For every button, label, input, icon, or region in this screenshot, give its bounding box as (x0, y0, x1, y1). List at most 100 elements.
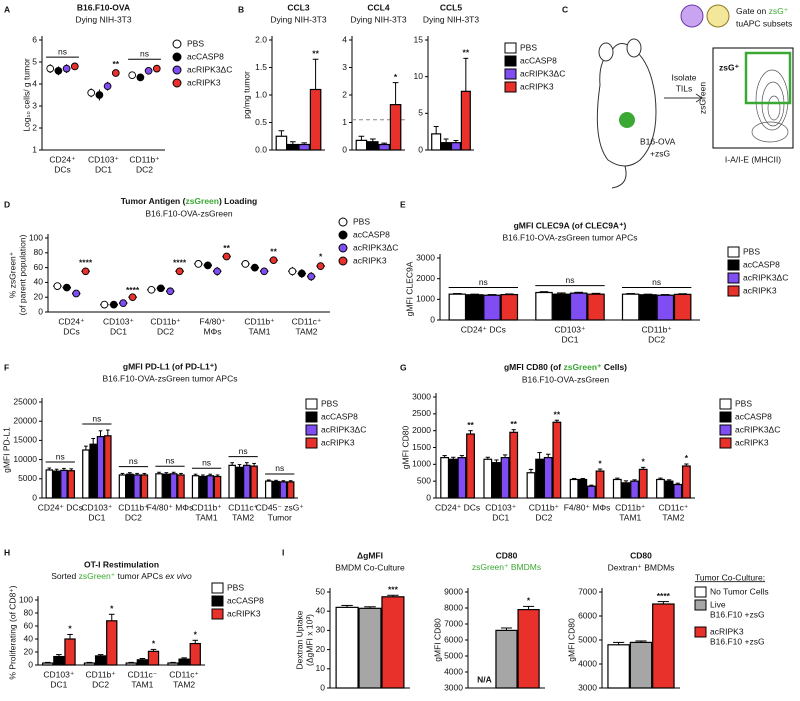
panel-label: G (400, 362, 407, 372)
bar (178, 658, 190, 666)
x-tick-label: DC1 (110, 326, 127, 336)
bar (104, 435, 112, 499)
cell-icon (680, 4, 704, 28)
bar (206, 475, 214, 499)
chart-subtitle: Dying NIH-3T3 (350, 14, 406, 24)
dot (241, 260, 250, 268)
x-tick-label: F4/80⁺ MΦs (564, 502, 611, 512)
gate-label: zsG⁺ (719, 62, 740, 72)
legend-swatch (172, 78, 182, 88)
significance-label: * (598, 458, 602, 468)
y-tick-label: 15 (414, 34, 424, 44)
legend-swatch (305, 411, 318, 423)
dot (316, 262, 325, 270)
bar (681, 465, 691, 499)
bar (83, 662, 96, 666)
legend-swatch (504, 81, 517, 93)
value-label: N/A (477, 674, 492, 684)
significance-label: ** (510, 419, 517, 429)
y-axis-label: (of parent population) (17, 234, 27, 315)
y-tick-label: 7000 (578, 586, 597, 596)
y-axis-label: Dextran Uptake (294, 610, 304, 669)
bar (587, 293, 605, 321)
legend-label: acCASP8 (743, 259, 780, 269)
dot (156, 284, 165, 293)
panel-c-diagram: Gate on zsG⁺ tuAPC subsets B16-OVA +zsG … (596, 4, 794, 189)
significance-label: * (194, 630, 198, 640)
bar (140, 474, 149, 499)
legend-swatch (719, 424, 732, 436)
y-tick-label: 0 (28, 659, 33, 669)
legend-swatch (338, 230, 348, 240)
significance-label: ns (239, 446, 248, 456)
chart-subtitle: Dextran⁺ BMDMs (608, 562, 675, 572)
bar (89, 443, 97, 499)
chart-title-part: ) Loading (219, 196, 257, 206)
x-tick-label: DC1 (50, 679, 67, 689)
x-tick-label: CD11c⁺ (292, 316, 322, 326)
y-tick-label: 5000 (578, 634, 597, 644)
legend-swatch (172, 39, 182, 49)
significance-label: ns (166, 456, 175, 466)
x-tick-label: CD11b⁺ (642, 324, 673, 334)
x-tick-label: Tumor (268, 512, 292, 522)
significance-label: ns (275, 463, 284, 473)
significance-label: * (642, 457, 646, 467)
y-axis-label: gMFI CD80 (566, 618, 576, 662)
dot (100, 300, 109, 309)
bar (630, 480, 639, 499)
bar (621, 293, 640, 321)
legend-swatch (211, 582, 224, 594)
x-tick-label: TAM1 (131, 679, 153, 689)
panel-label: A (4, 4, 10, 14)
bar (483, 458, 493, 499)
dot (111, 69, 120, 77)
significance-label: ** (467, 420, 474, 430)
y-tick-label: 20000 (13, 415, 37, 425)
bar (656, 294, 675, 321)
x-tick-label: TAM1 (196, 512, 218, 522)
significance-label: ** (112, 59, 119, 69)
y-tick-label: 1.0 (255, 89, 267, 99)
chart-subtitle: zsGreen⁺ BMDMs (472, 562, 541, 572)
chart-subtitle: B16.F10-OVA-zsGreen (522, 374, 610, 384)
y-tick-label: 6000 (578, 610, 597, 620)
x-tick-label: TAM2 (173, 679, 195, 689)
y-tick-label: 4 (32, 78, 37, 88)
bar (235, 466, 244, 499)
x-tick-label: DC2 (535, 512, 552, 522)
x-tick-label: CD103⁺ (103, 316, 134, 326)
y-tick-label: 4000 (578, 658, 597, 668)
chart-title: CD80 (630, 550, 652, 560)
y-tick-label: 3 (32, 100, 37, 110)
bar (500, 293, 519, 321)
legend-label: acCASP8 (520, 55, 557, 65)
significance-label: ** (463, 48, 470, 58)
bar (106, 620, 118, 666)
legend-swatch (727, 259, 740, 271)
dot (128, 293, 137, 302)
legend-label: acRIPK3 (743, 285, 777, 295)
bar (125, 662, 137, 666)
dot (53, 282, 62, 290)
significance-label: ns (566, 275, 575, 285)
legend-swatch (694, 626, 707, 638)
bar (378, 143, 390, 151)
panel-label: I (282, 547, 284, 557)
chart-title: OT-I Restimulation (84, 559, 159, 569)
y-tick-label: 1500 (412, 442, 431, 452)
dot (288, 267, 297, 276)
chart-title: ΔgMFI (357, 550, 383, 560)
bar (441, 142, 452, 151)
dot (70, 62, 79, 71)
x-tick-label: DC2 (136, 164, 153, 174)
legend-swatch (211, 608, 224, 620)
x-tick-label: CD11c⁺ (658, 502, 688, 512)
bar (155, 473, 163, 499)
legend-title: Tumor Co-Culture: (695, 572, 765, 582)
y-tick-label: 8000 (444, 602, 463, 612)
y-tick-label: 40 (34, 277, 44, 287)
dot (119, 299, 128, 307)
bar (629, 641, 653, 689)
